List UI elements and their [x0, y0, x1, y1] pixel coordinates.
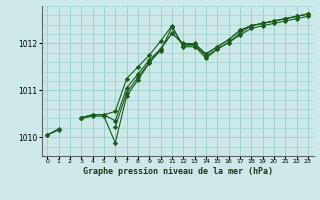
X-axis label: Graphe pression niveau de la mer (hPa): Graphe pression niveau de la mer (hPa) — [83, 167, 273, 176]
